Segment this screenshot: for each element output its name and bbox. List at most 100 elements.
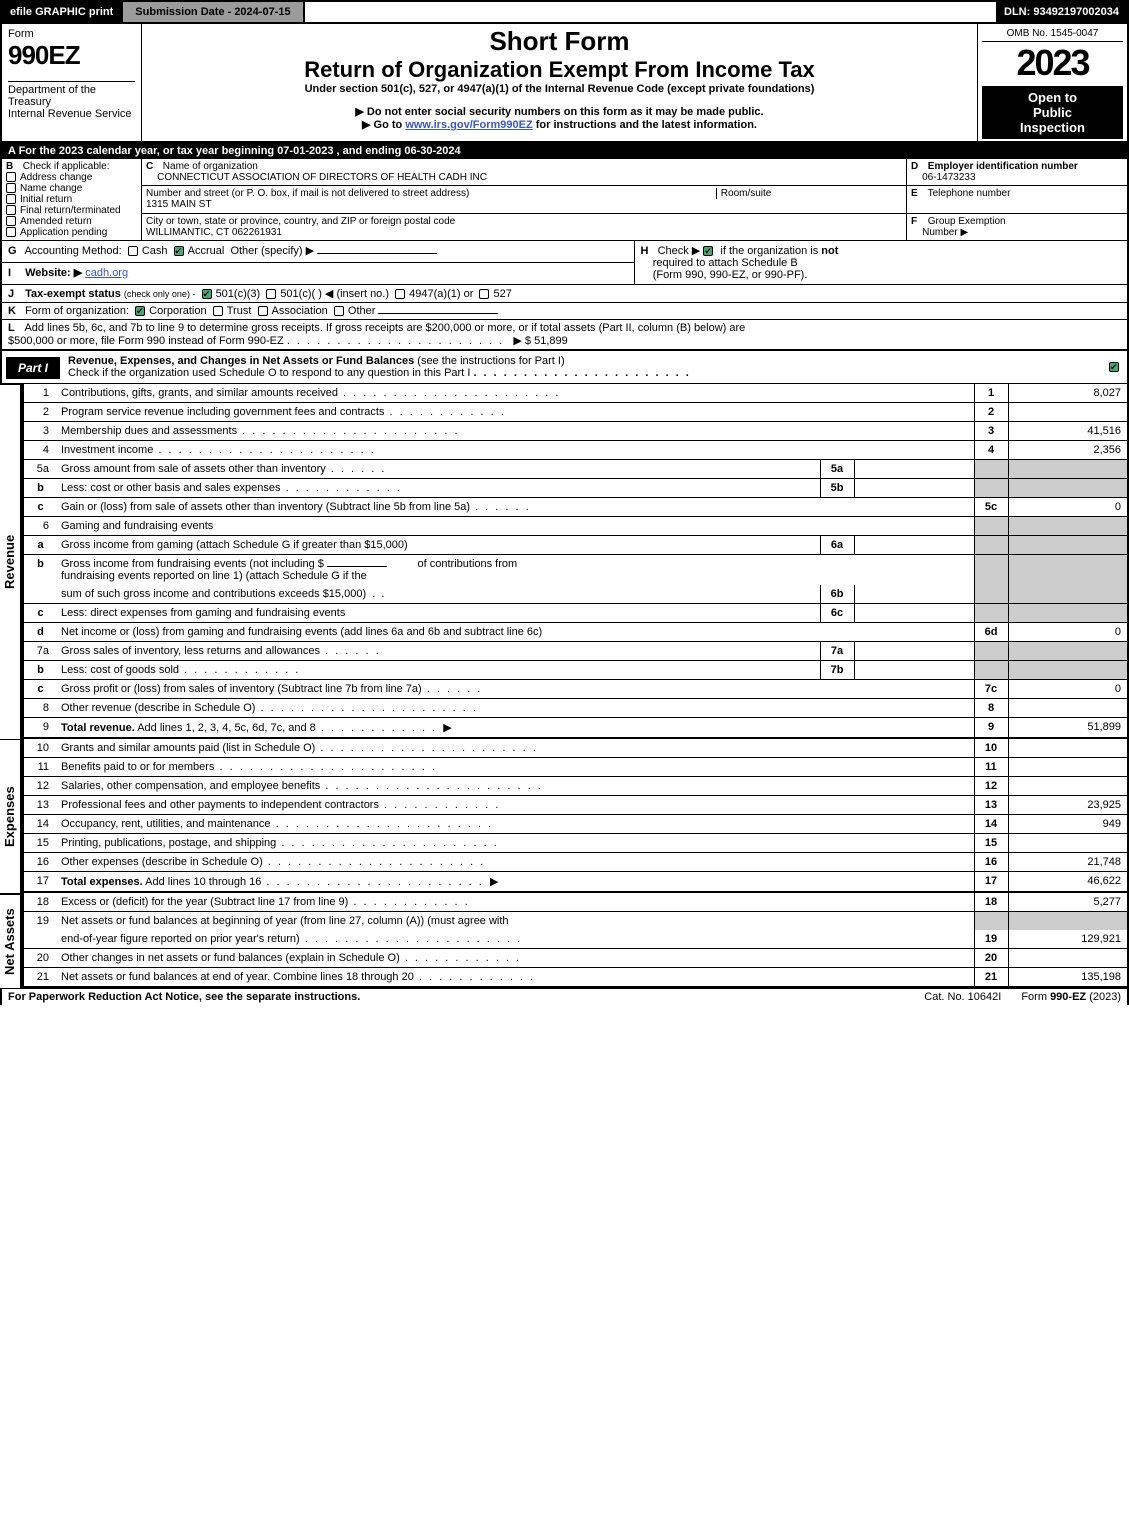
g-letter: G (8, 245, 22, 257)
l6b-mv (854, 585, 974, 604)
l21-amt: 135,198 (1008, 968, 1128, 988)
l18-d: Excess or (deficit) for the year (Subtra… (57, 893, 974, 912)
k-letter: K (8, 305, 22, 317)
l7a-d: Gross sales of inventory, less returns a… (57, 642, 820, 661)
e-letter: E (911, 188, 925, 199)
l6-grey2 (1008, 517, 1128, 536)
l5b-n: b (23, 479, 57, 498)
chk-application-pending[interactable] (6, 227, 16, 237)
box-c-name: C Name of organization CONNECTICUT ASSOC… (142, 159, 907, 186)
chk-accrual[interactable] (174, 246, 184, 256)
revenue-table: 1 Contributions, gifts, grants, and simi… (22, 384, 1129, 739)
line-6b-2: sum of such gross income and contributio… (23, 585, 1128, 604)
h-not: not (821, 245, 838, 257)
l2-d: Program service revenue including govern… (57, 403, 974, 422)
l19-d: Net assets or fund balances at beginning… (57, 912, 974, 931)
line-15: 15 Printing, publications, postage, and … (23, 834, 1128, 853)
l16-d: Other expenses (describe in Schedule O) (57, 853, 974, 872)
l6c-mv (854, 604, 974, 623)
l20-n: 20 (23, 949, 57, 968)
chk-corporation[interactable] (135, 306, 145, 316)
website-link[interactable]: cadh.org (85, 267, 128, 279)
l18-n: 18 (23, 893, 57, 912)
l-dots (287, 335, 504, 347)
c-name-label: Name of organization (163, 161, 258, 172)
street-value: 1315 MAIN ST (146, 199, 212, 210)
chk-name-change[interactable] (6, 183, 16, 193)
g-other-blank[interactable] (317, 253, 437, 254)
chk-final-return[interactable] (6, 205, 16, 215)
chk-trust[interactable] (213, 306, 223, 316)
line-21: 21 Net assets or fund balances at end of… (23, 968, 1128, 988)
chk-address-change[interactable] (6, 172, 16, 182)
subtitle-1: Under section 501(c), 527, or 4947(a)(1)… (150, 83, 969, 95)
part1-checkbox[interactable] (1105, 357, 1127, 377)
h-text2: if the organization is (720, 245, 821, 257)
l11-amt (1008, 758, 1128, 777)
box-e: E Telephone number (907, 186, 1127, 213)
footer-form: 990-EZ (1050, 991, 1086, 1003)
line-k: K Form of organization: Corporation Trus… (0, 303, 1129, 320)
l1-n: 1 (23, 384, 57, 403)
dln: DLN: 93492197002034 (996, 2, 1127, 22)
l6b-n: b (23, 555, 57, 604)
l9-ln: 9 (974, 718, 1008, 739)
net-assets-section: Net Assets 18 Excess or (deficit) for th… (0, 893, 1129, 988)
chk-527[interactable] (479, 289, 489, 299)
l6b-ml: 6b (820, 585, 854, 604)
l7c-n: c (23, 680, 57, 699)
sub3-post: for instructions and the latest informat… (533, 119, 757, 131)
line-7c: c Gross profit or (loss) from sales of i… (23, 680, 1128, 699)
efile-print[interactable]: efile GRAPHIC print (2, 2, 121, 22)
l6b-grey4 (1008, 585, 1128, 604)
j-o3: 4947(a)(1) or (409, 288, 473, 300)
b-check-label: Check if applicable: (23, 161, 110, 172)
l5a-grey2 (1008, 460, 1128, 479)
l16-ln: 16 (974, 853, 1008, 872)
opt-final-return: Final return/terminated (20, 205, 121, 216)
ein-value: 06-1473233 (922, 172, 975, 183)
chk-association[interactable] (258, 306, 268, 316)
l20-d: Other changes in net assets or fund bala… (57, 949, 974, 968)
l7a-ml: 7a (820, 642, 854, 661)
org-info-block: B Check if applicable: Address change Na… (0, 159, 1129, 241)
l7b-grey2 (1008, 661, 1128, 680)
l6b-blank[interactable] (327, 566, 387, 567)
l5a-grey (974, 460, 1008, 479)
chk-other-org[interactable] (334, 306, 344, 316)
i-letter: I (8, 267, 22, 279)
irs-link[interactable]: www.irs.gov/Form990EZ (405, 119, 532, 131)
l6c-grey (974, 604, 1008, 623)
l9-amt: 51,899 (1008, 718, 1128, 739)
header-center: Short Form Return of Organization Exempt… (142, 24, 977, 141)
chk-501c3[interactable] (202, 289, 212, 299)
line-j: J Tax-exempt status (check only one) - 5… (0, 285, 1129, 303)
chk-4947[interactable] (395, 289, 405, 299)
line-13: 13 Professional fees and other payments … (23, 796, 1128, 815)
l-letter: L (8, 322, 22, 334)
l13-n: 13 (23, 796, 57, 815)
k-o2: Trust (227, 305, 252, 317)
chk-initial-return[interactable] (6, 194, 16, 204)
l5c-n: c (23, 498, 57, 517)
l1-ln: 1 (974, 384, 1008, 403)
l6b-grey2 (1008, 555, 1128, 586)
b-letter: B (6, 161, 20, 172)
l10-n: 10 (23, 739, 57, 758)
l-text2: $500,000 or more, file Form 990 instead … (8, 335, 284, 347)
line-17: 17 Total expenses. Add lines 10 through … (23, 872, 1128, 893)
line-2: 2 Program service revenue including gove… (23, 403, 1128, 422)
line-i: I Website: ▶ cadh.org (2, 263, 635, 285)
l7b-n: b (23, 661, 57, 680)
line-6d: d Net income or (loss) from gaming and f… (23, 623, 1128, 642)
l7c-ln: 7c (974, 680, 1008, 699)
f-letter: F (911, 216, 925, 227)
chk-cash[interactable] (128, 246, 138, 256)
chk-501c[interactable] (266, 289, 276, 299)
chk-h[interactable] (703, 246, 713, 256)
l6-d: Gaming and fundraising events (57, 517, 974, 536)
l6a-grey (974, 536, 1008, 555)
k-other-blank[interactable] (378, 313, 498, 314)
chk-amended[interactable] (6, 216, 16, 226)
l6d-amt: 0 (1008, 623, 1128, 642)
